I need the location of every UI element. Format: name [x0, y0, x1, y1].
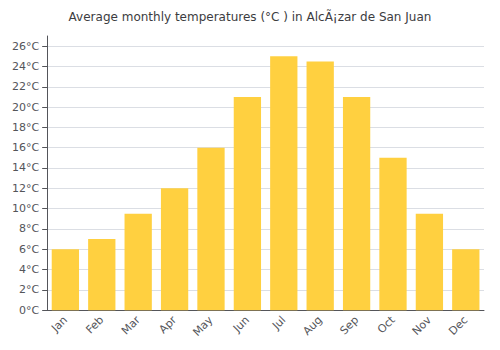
svg-text:Oct: Oct — [375, 313, 398, 336]
svg-text:May: May — [190, 313, 216, 339]
svg-text:26°C: 26°C — [12, 40, 39, 53]
svg-text:2°C: 2°C — [19, 283, 39, 296]
svg-text:Aug: Aug — [300, 314, 324, 338]
svg-text:16°C: 16°C — [12, 141, 39, 154]
svg-text:0°C: 0°C — [19, 304, 39, 317]
svg-text:12°C: 12°C — [12, 182, 39, 195]
svg-text:Jan: Jan — [48, 314, 70, 336]
svg-text:18°C: 18°C — [12, 121, 39, 134]
svg-text:22°C: 22°C — [12, 80, 39, 93]
svg-text:Dec: Dec — [446, 314, 470, 338]
svg-text:Feb: Feb — [83, 314, 106, 337]
svg-text:Jul: Jul — [269, 314, 288, 333]
svg-text:Average monthly temperatures (: Average monthly temperatures (°C ) in Al… — [69, 9, 432, 24]
svg-text:14°C: 14°C — [12, 161, 39, 174]
svg-text:Jun: Jun — [230, 314, 252, 336]
svg-text:Nov: Nov — [410, 313, 435, 338]
svg-text:6°C: 6°C — [19, 243, 39, 256]
svg-text:Sep: Sep — [337, 314, 361, 338]
svg-text:Mar: Mar — [119, 313, 143, 337]
svg-text:20°C: 20°C — [12, 101, 39, 114]
svg-text:10°C: 10°C — [12, 202, 39, 215]
svg-text:24°C: 24°C — [12, 60, 39, 73]
svg-text:4°C: 4°C — [19, 263, 39, 276]
svg-text:Apr: Apr — [157, 313, 180, 336]
svg-text:8°C: 8°C — [19, 222, 39, 235]
